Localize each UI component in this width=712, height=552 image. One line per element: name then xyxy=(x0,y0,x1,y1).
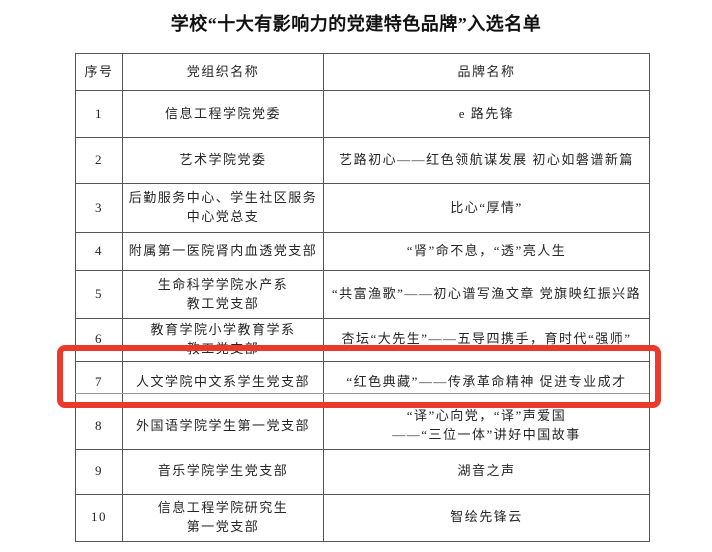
org-name-cell: 后勤服务中心、学生社区服务 中心党总支 xyxy=(122,183,324,233)
table-row: 9 音乐学院学生党支部 湖音之声 xyxy=(75,448,650,495)
table-row: 6 教育学院小学教育学系 教工党支部 杏坛“大先生”——五导四携手，育时代“强师… xyxy=(75,318,650,362)
row-number-cell: 2 xyxy=(75,137,123,184)
org-name-cell: 外国语学院学生第一党支部 xyxy=(122,402,324,450)
table-row: 10 信息工程学院研究生 第一党支部 智绘先锋云 xyxy=(75,493,650,542)
brand-name-cell: “肾”命不息，“透”亮人生 xyxy=(323,232,650,271)
org-name-cell: 艺术学院党委 xyxy=(122,137,324,184)
brand-name-cell: “译”心向党，“译”声爱国 ——“三位一体”讲好中国故事 xyxy=(323,402,650,450)
org-name-cell: 音乐学院学生党支部 xyxy=(122,448,324,495)
org-name-cell: 教育学院小学教育学系 教工党支部 xyxy=(122,318,324,362)
brand-name-cell: 智绘先锋云 xyxy=(323,493,650,542)
table-row: 3 后勤服务中心、学生社区服务 中心党总支 比心“厚情” xyxy=(75,183,650,233)
brand-name-cell: “共富渔歌”——初心谱写渔文章 党旗映红振兴路 xyxy=(323,270,650,319)
selection-table: 序号 党组织名称 品牌名称 1 信息工程学院党委 e 路先锋 2 艺术学院党委 … xyxy=(75,53,650,542)
col-header-brand: 品牌名称 xyxy=(323,53,650,91)
brand-name-cell: “红色典藏”——传承革命精神 促进专业成才 xyxy=(323,360,650,404)
table-row: 4 附属第一医院肾内血透党支部 “肾”命不息，“透”亮人生 xyxy=(75,232,650,271)
row-number-cell: 9 xyxy=(75,448,123,495)
col-header-org: 党组织名称 xyxy=(122,53,324,91)
row-number-cell: 3 xyxy=(75,183,123,233)
brand-name-cell: 湖音之声 xyxy=(323,448,650,495)
brand-name-cell: 杏坛“大先生”——五导四携手，育时代“强师” xyxy=(323,318,650,362)
org-name-cell: 信息工程学院党委 xyxy=(122,90,324,138)
col-header-no: 序号 xyxy=(75,53,123,91)
org-name-cell: 生命科学学院水产系 教工党支部 xyxy=(122,270,324,319)
org-name-cell: 人文学院中文系学生党支部 xyxy=(122,360,324,404)
table-row: 8 外国语学院学生第一党支部 “译”心向党，“译”声爱国 ——“三位一体”讲好中… xyxy=(75,402,650,450)
brand-name-cell: e 路先锋 xyxy=(323,90,650,138)
row-number-cell: 10 xyxy=(75,493,123,542)
row-number-cell: 8 xyxy=(75,402,123,450)
table-body: 1 信息工程学院党委 e 路先锋 2 艺术学院党委 艺路初心——红色领航谋发展 … xyxy=(75,90,650,542)
row-number-cell: 1 xyxy=(75,90,123,138)
header-row: 序号 党组织名称 品牌名称 xyxy=(75,53,650,91)
row-number-cell: 4 xyxy=(75,232,123,271)
row-number-cell: 5 xyxy=(75,270,123,319)
org-name-cell: 附属第一医院肾内血透党支部 xyxy=(122,232,324,271)
row-number-cell: 7 xyxy=(75,360,123,404)
table-row: 1 信息工程学院党委 e 路先锋 xyxy=(75,90,650,138)
table-row-highlighted: 7 人文学院中文系学生党支部 “红色典藏”——传承革命精神 促进专业成才 xyxy=(75,360,650,404)
org-name-cell: 信息工程学院研究生 第一党支部 xyxy=(122,493,324,542)
table-header: 序号 党组织名称 品牌名称 xyxy=(75,53,650,91)
row-number-cell: 6 xyxy=(75,318,123,362)
brand-name-cell: 艺路初心——红色领航谋发展 初心如磐谱新篇 xyxy=(323,137,650,184)
table-row: 2 艺术学院党委 艺路初心——红色领航谋发展 初心如磐谱新篇 xyxy=(75,137,650,184)
table-row: 5 生命科学学院水产系 教工党支部 “共富渔歌”——初心谱写渔文章 党旗映红振兴… xyxy=(75,270,650,319)
brand-name-cell: 比心“厚情” xyxy=(323,183,650,233)
page-title: 学校“十大有影响力的党建特色品牌”入选名单 xyxy=(170,14,542,34)
